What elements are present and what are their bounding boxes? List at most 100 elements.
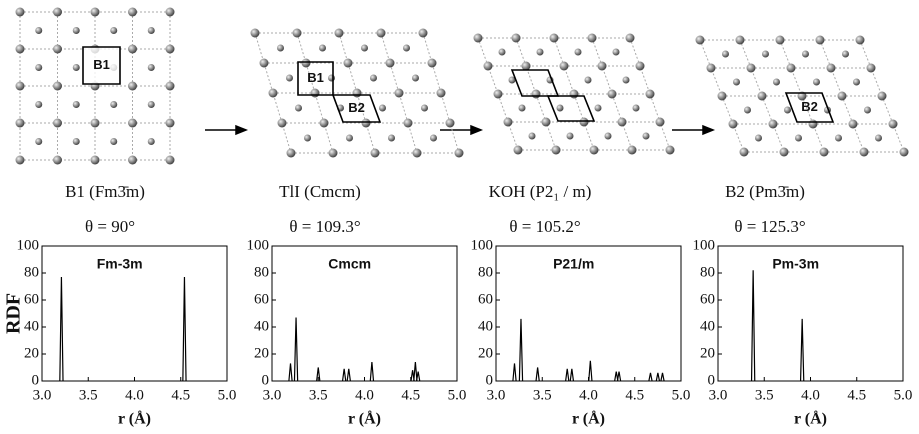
y-tick-label: 60 [478,291,493,307]
atom [388,135,395,142]
atom [437,89,446,98]
atom [623,77,630,84]
atom [35,64,42,71]
chart-title: Pm-3m [772,256,819,272]
atom [304,135,311,142]
y-tick-label: 80 [478,264,493,280]
x-tick-label: 3.5 [533,387,552,403]
atom [148,101,155,108]
atom [73,27,80,34]
rdf-peak [294,318,297,381]
angle-label: θ = 90° [85,217,135,236]
atom [550,34,559,43]
atom [608,90,617,99]
atom [269,89,278,98]
rdf-peak [536,368,539,382]
chart-title: Cmcm [328,256,371,272]
atom [293,29,302,38]
atom [148,27,155,34]
atom [128,156,137,165]
atom [605,133,612,140]
angle-label: θ = 109.3° [289,217,360,236]
x-tick-label: 3.5 [309,387,328,403]
atom [73,101,80,108]
atom [353,89,362,98]
atom [53,82,62,91]
y-axis-label: RDF [3,293,25,334]
atom [499,49,506,56]
x-tick-label: 4.5 [625,387,644,403]
lattice: B2 [696,36,909,157]
atom [707,64,716,73]
atom [419,29,428,38]
x-axis-label: r (Å) [794,410,827,428]
atom [251,29,260,38]
atom [166,119,175,128]
angle-label: θ = 105.2° [509,217,580,236]
atom [514,146,523,155]
atom [736,36,745,45]
atom [636,62,645,71]
atom [867,64,876,73]
atom [377,29,386,38]
atom [319,45,326,52]
rdf-peak [589,361,592,381]
atom [542,118,551,127]
atom [787,64,796,73]
atom [386,59,395,68]
y-tick-label: 40 [254,318,269,334]
atom [344,59,353,68]
rdf-peak [752,270,755,381]
x-tick-label: 3.0 [487,387,506,403]
atom [278,119,287,128]
atom [773,79,780,86]
atom [722,51,729,58]
structure-label: TlI (Cmcm) [279,182,361,201]
atom [813,79,820,86]
atom [53,156,62,165]
atom [395,89,404,98]
atom [446,119,455,128]
atom [656,118,665,127]
atom [403,45,410,52]
atom [277,45,284,52]
atom [809,120,818,129]
structure-label: KOH (P2₁ / m) [489,182,592,201]
atom [53,119,62,128]
cell-label: B2 [801,99,818,114]
atom [421,105,428,112]
atom [53,8,62,17]
y-tick-label: 0 [486,372,494,388]
figure: B1B1B2B2B1 (Fm3̄m)θ = 90°TlI (Cmcm)θ = 1… [0,0,919,434]
x-axis-label: r (Å) [118,410,151,428]
rdf-peak [801,319,804,381]
atom [552,146,561,155]
atom [519,105,526,112]
atom [842,51,849,58]
atom [729,120,738,129]
atom [73,64,80,71]
atom [643,133,650,140]
rdf-peak [513,363,516,381]
atom [320,119,329,128]
atom [16,119,25,128]
atom [740,148,749,157]
y-tick-label: 0 [32,372,40,388]
atom [522,62,531,71]
atom [379,105,386,112]
atom [504,118,513,127]
y-tick-label: 100 [17,237,40,253]
atom [148,64,155,71]
atom [864,107,871,114]
atom [166,156,175,165]
x-tick-label: 5.0 [894,387,913,403]
atom [618,118,627,127]
atom [371,149,380,158]
lattice: B1B2 [251,29,464,158]
atom [875,135,882,142]
atom [853,79,860,86]
atom [328,75,335,82]
y-tick-label: 40 [478,318,493,334]
atom [91,8,100,17]
atom [73,138,80,145]
